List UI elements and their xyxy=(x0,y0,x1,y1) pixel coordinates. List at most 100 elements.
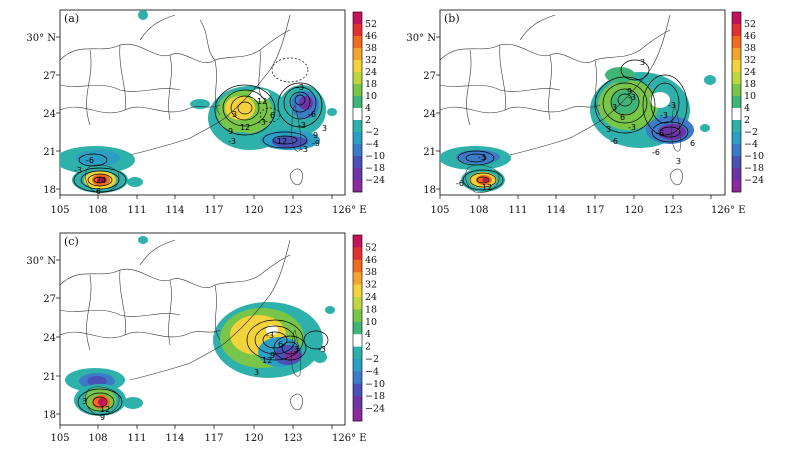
colorbar-swatch xyxy=(353,12,362,25)
colorbar-label: 4 xyxy=(365,103,371,114)
colorbar-swatch xyxy=(353,235,362,248)
contour-label: 9 xyxy=(270,351,275,360)
colorbar-label: 38 xyxy=(744,43,756,54)
colorbar-swatch xyxy=(353,120,362,133)
colorbar-swatch xyxy=(732,168,741,181)
colorbar-swatch xyxy=(353,48,362,61)
contour-label: -6 xyxy=(610,137,618,146)
contour-label: -6 xyxy=(656,129,664,138)
x-tick-label: 117 xyxy=(204,205,223,216)
colorbar-swatch xyxy=(353,297,362,310)
panel-b-contours xyxy=(457,59,689,191)
x-tick-label: 117 xyxy=(585,205,604,216)
contour-label: 12 xyxy=(262,356,272,365)
colorbar-label: 18 xyxy=(744,79,756,90)
contour-label: 12 xyxy=(257,97,267,106)
contour-label: 3 xyxy=(606,125,611,134)
panel-b-map: (b) -3 -6 12 3 6 -3 9 -3 3 -3 -6 -6 -3 6… xyxy=(406,9,746,216)
x-tick-label: 108 xyxy=(469,205,488,216)
colorbar-swatch xyxy=(353,156,362,169)
colorbar-label: 2 xyxy=(744,115,750,126)
x-tick-label: 123 xyxy=(283,205,302,216)
contour-label: -3 xyxy=(660,111,668,120)
x-tick-label: 126° E xyxy=(332,433,367,444)
contour-label: 6 xyxy=(690,139,695,148)
contour-label: 9 xyxy=(313,131,318,140)
x-tick-label: 111 xyxy=(127,205,146,216)
colorbar-swatch xyxy=(353,272,362,285)
contour-label: 3 xyxy=(676,157,681,166)
colorbar-swatch xyxy=(353,60,362,73)
x-tick-label: 123 xyxy=(283,433,302,444)
panel-c-map: (c) 3 9 -3 6 9 12 3 -3 12 3 105 108 111 … xyxy=(26,232,367,444)
colorbar-label: 4 xyxy=(365,329,371,340)
x-tick-label: 105 xyxy=(50,433,69,444)
y-tick-label: 30° N xyxy=(406,33,436,44)
colorbar-label: −18 xyxy=(365,391,385,402)
x-tick-label: 123 xyxy=(663,205,682,216)
colorbar-label: 10 xyxy=(744,91,756,102)
contour-label: 9 xyxy=(100,413,105,422)
x-tick-label: 117 xyxy=(204,433,223,444)
contour-label: 6 xyxy=(270,111,275,120)
contour-label: -3 xyxy=(74,166,82,175)
colorbar-label: −10 xyxy=(744,151,764,162)
contour-label: 3 xyxy=(612,103,617,112)
y-tick-label: 24 xyxy=(43,109,56,120)
colorbar-label: −2 xyxy=(744,127,758,138)
panel-c-contours xyxy=(77,319,329,416)
contour-label: -6 xyxy=(86,156,94,165)
x-tick-label: 114 xyxy=(165,205,184,216)
contour-label: -3 xyxy=(266,331,274,340)
colorbar-swatch xyxy=(353,24,362,37)
panel-c-contour-labels: 3 9 -3 6 9 12 3 -3 12 3 xyxy=(82,331,326,422)
colorbar-swatch xyxy=(732,60,741,73)
panel-b-shading xyxy=(440,67,716,192)
x-tick-label: 105 xyxy=(50,205,69,216)
contour-label: -3 xyxy=(668,101,676,110)
colorbar-label: 38 xyxy=(365,43,377,54)
contour-label: -3 xyxy=(258,118,266,127)
panel-a-map: (a) -6 -3 24 6 12 12 -3 9 -3 3 -3 -6 6 -… xyxy=(26,9,367,216)
colorbar-label: 52 xyxy=(365,242,377,253)
colorbar-swatch xyxy=(732,12,741,25)
y-tick-label: 21 xyxy=(43,372,56,383)
panel-b-y-axis: 30° N 27 24 21 18 xyxy=(406,33,436,196)
contour-label: -3 xyxy=(478,153,486,162)
colorbar-label: −24 xyxy=(365,175,385,186)
y-tick-label: 30° N xyxy=(26,33,56,44)
x-tick-label: 120 xyxy=(244,433,263,444)
panel-b-borders xyxy=(440,14,683,193)
colorbar-label: −2 xyxy=(365,354,379,365)
contour-label: 6 xyxy=(96,187,101,196)
colorbar-label: 24 xyxy=(365,67,377,78)
x-tick-label: 111 xyxy=(508,205,527,216)
y-tick-label: 18 xyxy=(423,185,436,196)
y-tick-label: 18 xyxy=(43,410,56,421)
panel-b-x-axis: 105 108 111 114 117 120 123 126° E xyxy=(430,205,745,216)
y-tick-label: 30° N xyxy=(26,256,56,267)
panel-c-y-axis: 30° N 27 24 21 18 xyxy=(26,256,56,421)
colorbar-swatch xyxy=(353,72,362,85)
colorbar-label: 18 xyxy=(365,79,377,90)
colorbar-label: 46 xyxy=(365,31,377,42)
x-tick-label: 108 xyxy=(88,205,107,216)
contour-label: 12 xyxy=(277,137,287,146)
panel-a-label: (a) xyxy=(64,12,79,25)
colorbar-swatch xyxy=(732,180,741,193)
colorbar-swatch xyxy=(353,371,362,385)
contour-label: -6 xyxy=(308,110,316,119)
colorbar-label: 32 xyxy=(365,55,377,66)
contour-label: -6 xyxy=(456,179,464,188)
colorbar-swatch xyxy=(353,309,362,323)
contour-label: 12 xyxy=(482,183,492,192)
contour-label: 3 xyxy=(294,345,299,354)
panel-c-borders xyxy=(60,239,303,415)
contour-label: -3 xyxy=(628,123,636,132)
colorbar-swatch xyxy=(353,383,362,397)
colorbar-swatch xyxy=(353,334,362,347)
colorbar-swatch xyxy=(732,36,741,49)
contour-label: 6 xyxy=(620,113,625,122)
colorbar-label: 46 xyxy=(744,31,756,42)
